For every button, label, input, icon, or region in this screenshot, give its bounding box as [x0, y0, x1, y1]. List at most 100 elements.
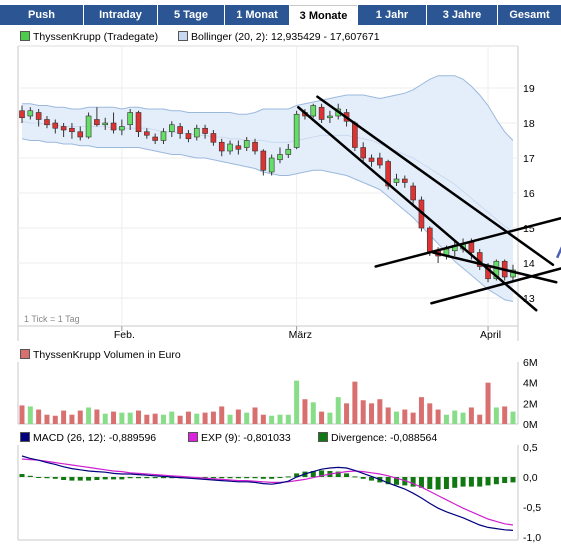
candle-body: [510, 269, 516, 278]
candle-body: [352, 122, 358, 148]
tab-1-monat[interactable]: 1 Monat: [225, 5, 289, 25]
divergence-bar: [227, 477, 233, 479]
tab-3-jahre[interactable]: 3 Jahre: [427, 5, 497, 25]
divergence-bar: [144, 477, 150, 479]
candle-body: [60, 126, 67, 131]
tab-gesamt[interactable]: Gesamt: [498, 5, 561, 25]
volume-bar: [269, 415, 275, 424]
tab-5-tage[interactable]: 5 Tage: [158, 5, 224, 25]
divergence-bar: [327, 471, 333, 477]
candle-body: [44, 119, 50, 126]
divergence-swatch: [318, 432, 328, 442]
volume-bar: [502, 406, 508, 424]
candle-body: [343, 112, 350, 122]
legend-exp-label: EXP (9): -0,801033: [201, 432, 291, 444]
volume-bar: [410, 412, 416, 424]
divergence-bar: [210, 477, 216, 479]
volume-bar: [460, 412, 466, 424]
divergence-bar: [127, 477, 133, 479]
volume-tick-label: 4M: [523, 378, 538, 390]
divergence-bar: [252, 477, 258, 479]
volume-bar: [77, 410, 83, 424]
candle-body: [318, 106, 325, 120]
candle-body: [426, 227, 433, 253]
volume-bar: [252, 407, 258, 424]
volume-bar: [335, 397, 341, 424]
volume-bar: [468, 407, 474, 424]
divergence-bar: [102, 477, 108, 480]
divergence-bar: [52, 477, 58, 479]
candle-body: [202, 127, 208, 134]
volume-bar: [510, 411, 516, 424]
volume-bar: [227, 414, 233, 424]
divergence-bar: [410, 477, 416, 487]
divergence-bar: [493, 477, 499, 485]
tab-push[interactable]: Push: [0, 5, 83, 25]
candle-body: [193, 127, 200, 138]
candle-body: [210, 133, 217, 143]
volume-bar: [219, 406, 225, 424]
price-series-swatch: [20, 31, 30, 41]
volume-bar: [111, 411, 117, 424]
divergence-bar: [77, 477, 83, 481]
legend-macd-label: MACD (26, 12): -0,889596: [33, 432, 157, 444]
candle-body: [451, 245, 458, 252]
candle-body: [127, 112, 133, 126]
candle-body: [377, 157, 383, 166]
candle-body: [468, 241, 475, 253]
tab-1-jahr[interactable]: 1 Jahr: [358, 5, 426, 25]
legend-bollinger: Bollinger (20, 2): 12,935429 - 17,607671: [178, 31, 380, 43]
divergence-bar: [302, 471, 308, 477]
divergence-bar: [160, 477, 166, 479]
volume-bar: [102, 413, 108, 424]
candle-body: [277, 154, 283, 161]
macd-tick-label: 0,0: [523, 472, 538, 484]
candle-body: [235, 145, 242, 150]
divergence-bar: [219, 477, 225, 479]
candle-body: [94, 119, 100, 126]
macd-tick-label: -1,0: [523, 532, 541, 544]
tab-intraday[interactable]: Intraday: [84, 5, 157, 25]
candle-body: [218, 141, 225, 152]
candle-body: [360, 147, 367, 159]
candle-body: [119, 126, 125, 131]
candle-body: [501, 260, 508, 278]
volume-bar: [277, 414, 283, 424]
macd-tick-label: 0,5: [523, 442, 538, 454]
divergence-bar: [452, 477, 458, 488]
volume-bar: [369, 403, 375, 424]
candle-body: [243, 140, 250, 148]
divergence-bar: [369, 477, 375, 481]
candle-body: [310, 105, 317, 117]
divergence-bar: [485, 477, 491, 486]
volume-bar: [127, 412, 133, 424]
tab-3-monate[interactable]: 3 Monate: [290, 5, 357, 25]
divergence-bar: [169, 477, 175, 479]
candle-body: [402, 178, 408, 183]
legend-price-label: ThyssenKrupp (Tradegate): [33, 31, 159, 43]
bollinger-band-area: [22, 75, 513, 302]
candle-body: [102, 122, 109, 126]
divergence-bar: [402, 477, 408, 486]
divergence-bar: [94, 477, 100, 480]
volume-bar: [94, 409, 100, 424]
candle-body: [393, 178, 400, 183]
divergence-bar: [352, 476, 358, 478]
bollinger-upper-line: [22, 75, 514, 141]
volume-bar: [19, 405, 25, 424]
volume-bar: [285, 414, 291, 424]
volume-bar: [443, 414, 449, 424]
time-tick-label: April: [480, 329, 501, 341]
price-tick-label: 13: [523, 293, 535, 305]
candle-body: [152, 136, 158, 141]
divergence-bar: [477, 477, 483, 487]
candle-body: [260, 150, 267, 171]
volume-bar: [319, 411, 325, 424]
divergence-bar: [202, 477, 208, 479]
price-tick-label: 18: [523, 118, 535, 130]
candle-body: [493, 260, 500, 280]
divergence-bar: [360, 477, 366, 479]
volume-bar: [61, 410, 67, 424]
legend-macd: MACD (26, 12): -0,889596: [20, 432, 156, 444]
